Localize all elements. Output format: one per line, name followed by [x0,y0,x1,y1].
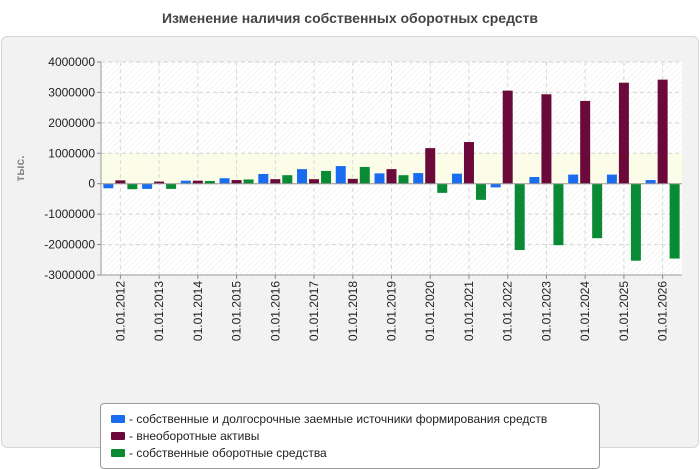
chart-title: Изменение наличия собственных оборотных … [161,10,539,26]
bar-series-2 [618,82,629,184]
x-tick-label: 01.01.2013 [152,281,166,341]
x-tick-label: 01.01.2019 [385,281,399,341]
bar-series-1 [490,183,501,188]
bar-series-3 [243,179,254,184]
bar-series-1 [529,177,540,184]
bar-series-3 [475,183,486,200]
bar-series-1 [142,183,153,189]
legend-swatch [111,414,125,423]
bar-series-3 [592,183,603,239]
bar-series-2 [309,179,320,184]
plot-area: 4000000 3000000 2000000 1000000 0 -1000000 -20… [13,55,682,341]
x-tick-label: 01.01.2026 [656,281,670,341]
x-tick-label: 01.01.2014 [191,281,205,341]
bar-series-2 [115,180,126,184]
y-tick-label: 0 [88,177,95,191]
bar-series-1 [413,173,424,184]
bar-series-2 [541,94,552,184]
bar-series-1 [180,180,191,184]
bar-series-1 [219,178,230,184]
bar-series-1 [374,173,385,184]
legend: - собственные и долгосрочные заемные ист… [100,403,600,469]
bar-series-3 [359,166,370,184]
legend-label: - собственные и долгосрочные заемные ист… [129,411,548,426]
bar-series-2 [231,180,242,184]
bar-series-1 [258,173,269,184]
y-tick-label: 2000000 [48,116,95,130]
x-tick-label: 01.01.2024 [578,281,592,341]
legend-item-3: - собственные оборотные средства [111,444,589,461]
x-tick-label: 01.01.2017 [307,281,321,341]
bar-series-3 [282,175,293,184]
bar-series-3 [204,180,215,184]
bar-series-2 [502,90,513,184]
x-tick-label: 01.01.2023 [539,281,553,341]
y-tick-label: -1000000 [44,207,95,221]
y-tick-label: 1000000 [48,146,95,160]
bar-series-3 [514,183,525,251]
x-tick-label: 01.01.2022 [501,281,515,341]
bar-series-2 [580,100,591,184]
bar-series-3 [553,183,564,246]
bar-series-2 [425,148,436,184]
bar-series-3 [669,183,680,259]
x-tick-label: 01.01.2020 [423,281,437,341]
y-tick-label: -2000000 [44,238,95,252]
y-tick-label: -3000000 [44,268,95,282]
bar-series-2 [270,179,281,184]
bar-series-1 [297,169,308,184]
x-tick-label: 01.01.2015 [230,281,244,341]
bar-series-1 [451,173,462,184]
legend-item-2: - внеоборотные активы [111,427,589,444]
legend-label: - собственные оборотные средства [129,445,327,460]
bar-series-1 [606,174,617,184]
bar-series-3 [166,183,177,189]
bar-series-2 [657,79,668,184]
bar-series-3 [127,183,138,190]
bar-series-3 [398,175,409,184]
bar-series-1 [335,166,346,184]
bar-series-2 [463,142,474,184]
bar-series-2 [154,181,165,184]
legend-item-1: - собственные и долгосрочные заемные ист… [111,410,589,427]
legend-label: - внеоборотные активы [129,428,260,443]
x-tick-label: 01.01.2016 [268,281,282,341]
bar-series-3 [321,170,332,184]
x-tick-label: 01.01.2012 [113,281,127,341]
legend-swatch [111,431,125,440]
bar-series-1 [568,174,579,184]
x-tick-label: 01.01.2025 [617,281,631,341]
y-tick-label: 3000000 [48,85,95,99]
bar-series-2 [347,178,358,184]
y-axis-label: тыс. [13,155,27,181]
x-tick-label: 01.01.2018 [346,281,360,341]
x-tick-label: 01.01.2021 [462,281,476,341]
y-tick-label: 4000000 [48,55,95,69]
bar-series-1 [645,180,656,184]
bar-series-3 [437,183,448,193]
bar-series-2 [192,180,203,184]
chart-panel: 4000000 3000000 2000000 1000000 0 -1000000 -20… [1,36,699,469]
bar-series-2 [386,169,397,184]
bar-series-3 [630,183,641,261]
bar-series-1 [103,183,114,189]
